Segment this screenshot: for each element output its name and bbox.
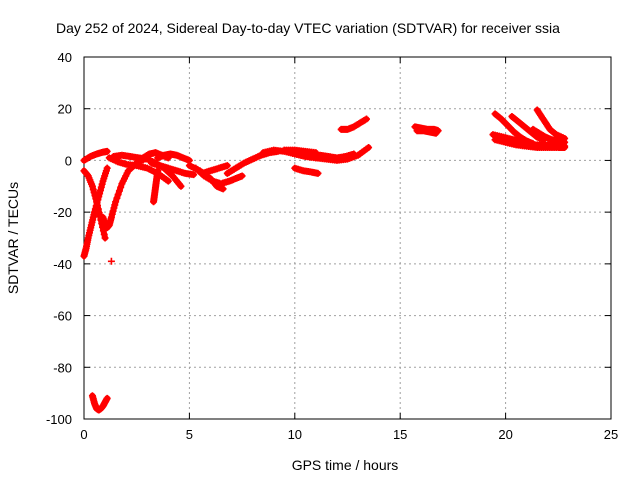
data-point [95,209,103,217]
y-tick-label: 40 [58,50,72,65]
series-arc-v [413,127,440,137]
data-point [112,198,120,206]
plot-frame [83,56,612,420]
data-point [113,194,121,202]
series-arc-p [280,146,320,157]
series-arc-i [154,150,193,164]
data-point [219,185,227,193]
data-point [93,198,101,206]
series-arc-q [291,164,322,177]
data-point [103,394,111,402]
data-point [432,129,440,137]
axis-ticks: 0 5 10 15 20 25 -100 -80 -60 -40 -20 0 20 40 [46,50,618,442]
data-point [114,191,122,199]
data-point [101,234,109,242]
x-tick-label: 5 [186,427,193,442]
data-point [103,147,111,155]
y-tick-label: -60 [53,309,72,324]
series-arc-h [150,167,162,206]
data-point [115,187,123,195]
data-point [93,201,101,209]
data-point [561,138,569,146]
data-point [100,230,108,238]
series-arc-bb [529,125,569,146]
series-arc-m [198,162,231,177]
data-point [365,144,373,151]
series-arc-y [491,136,569,151]
y-tick-label: -40 [53,257,72,272]
x-tick-label: 10 [288,427,302,442]
data-point [190,171,198,179]
series-arc-cc [88,392,111,414]
series-arc-j [147,159,198,179]
data-point [94,205,102,213]
isolated-data-point [107,257,115,265]
data-point [117,183,125,191]
x-tick-label: 25 [604,427,618,442]
data-point [177,182,185,190]
x-tick-label: 15 [393,427,407,442]
x-tick-label: 0 [80,427,87,442]
y-tick-label: -100 [46,412,72,427]
data-point [223,162,231,170]
data-point [99,227,107,235]
x-tick-label: 20 [498,427,512,442]
y-tick-label: 20 [58,102,72,117]
data-point [238,172,246,180]
data-point [350,150,358,158]
chart-title: Day 252 of 2024, Sidereal Day-to-day VTE… [56,20,560,36]
series-arc-b [80,164,111,260]
series-arc-s [316,150,358,162]
y-tick-label: 0 [65,153,72,168]
y-tick-label: -80 [53,360,72,375]
grid [84,57,611,419]
data-point [164,177,172,185]
series-arc-aa [533,106,569,142]
y-tick-label: -20 [53,205,72,220]
data-point [314,169,322,177]
y-axis-label: SDTVAR / TECUs [5,182,21,294]
x-axis-label: GPS time / hours [292,457,399,473]
data-point [103,164,111,172]
series-arc-t [337,115,370,133]
data-point [362,115,370,123]
series-arc-a [80,147,111,164]
data-marks [80,106,569,414]
